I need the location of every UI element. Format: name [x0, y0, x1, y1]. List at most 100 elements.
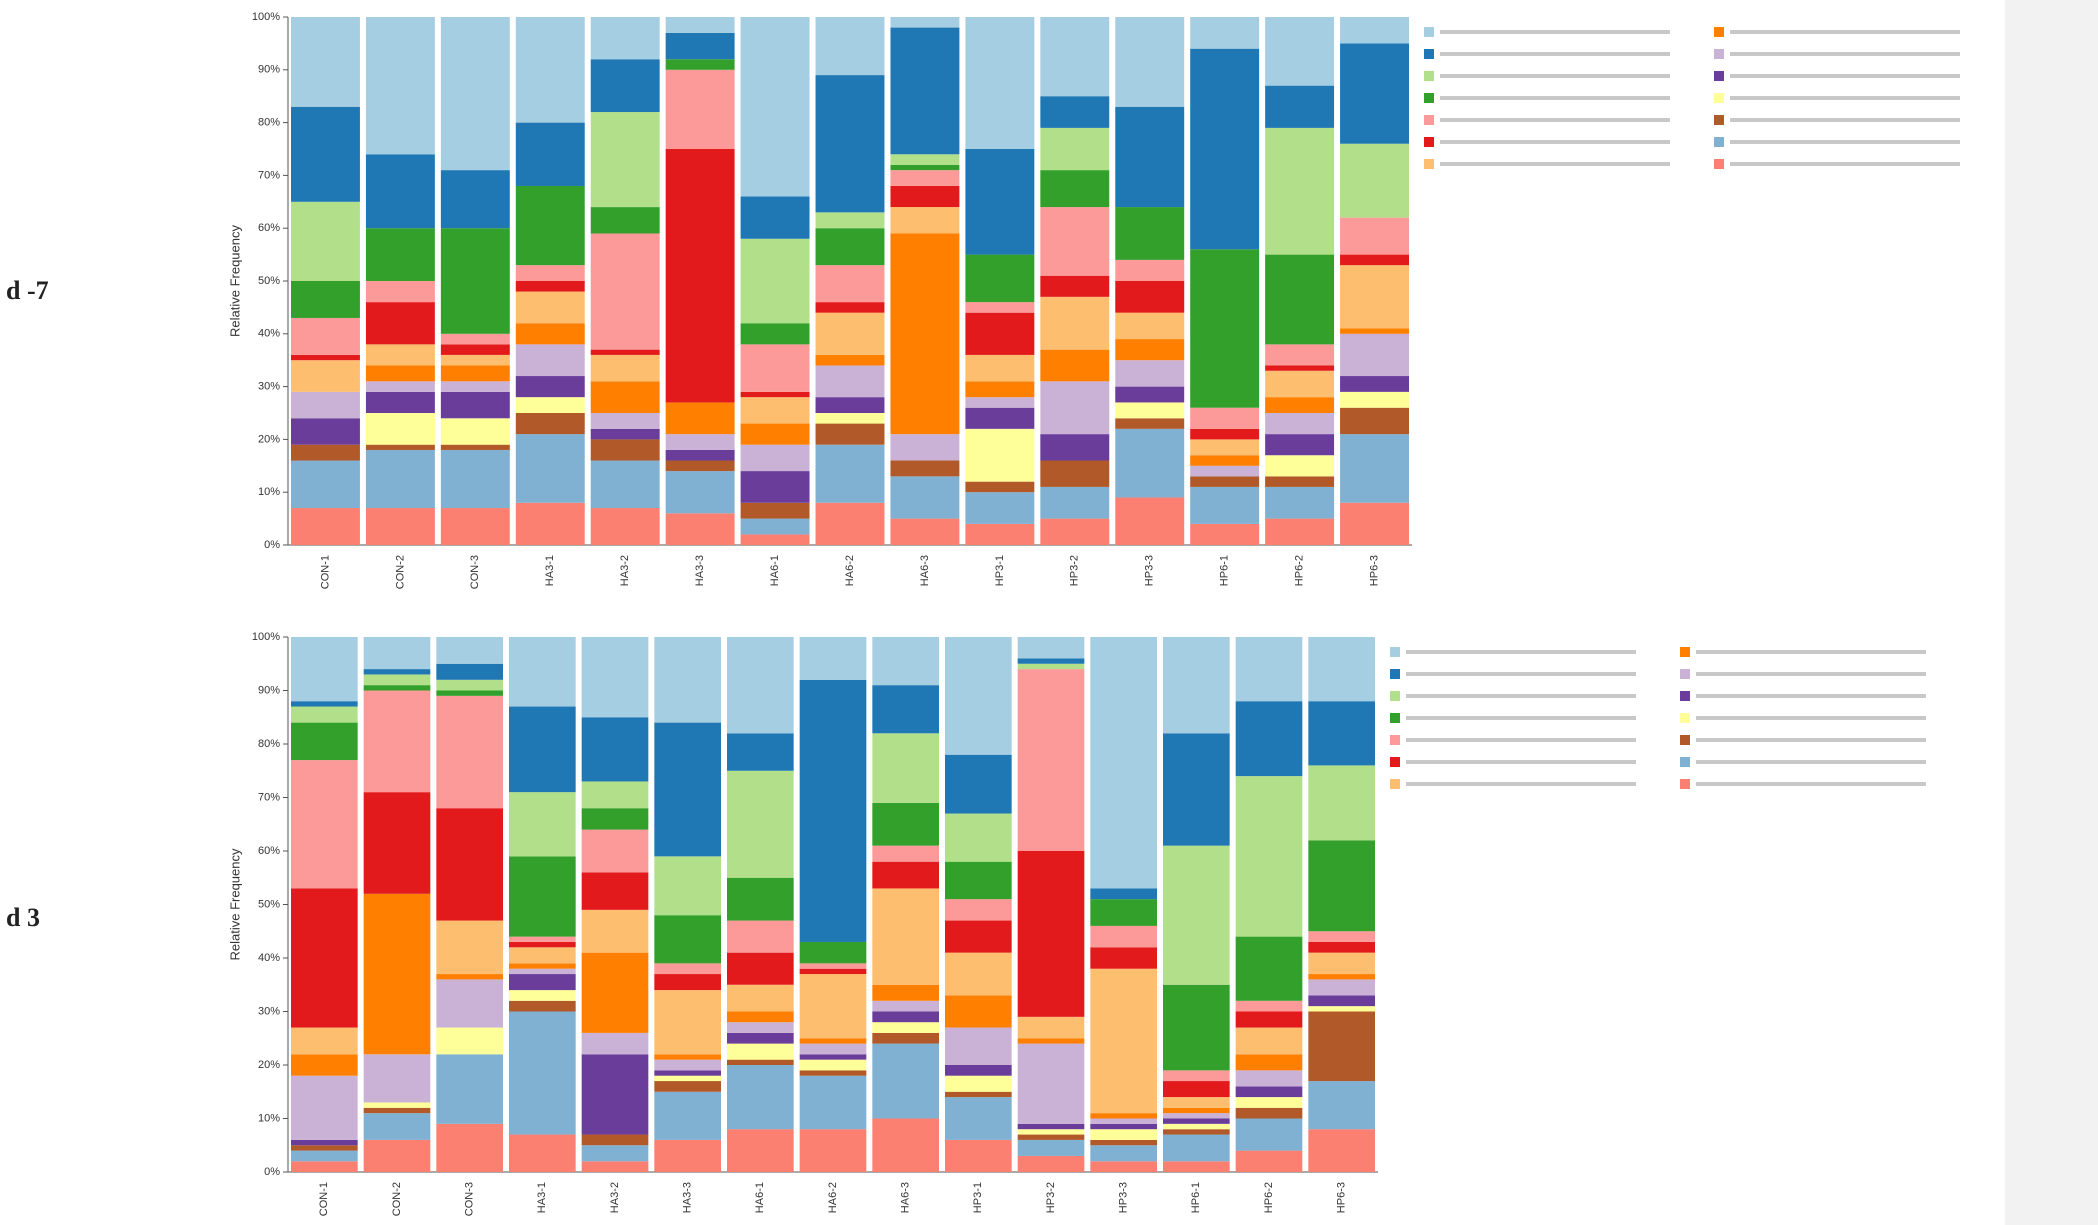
bar-segment [945, 754, 1012, 814]
bar-segment [740, 323, 810, 345]
bar-segment [799, 974, 867, 1039]
bar-segment [965, 523, 1035, 545]
bar-segment [440, 444, 510, 450]
bar-segment [1308, 952, 1375, 975]
bar-segment [509, 941, 576, 948]
bar-segment [872, 1000, 939, 1012]
bar-segment [890, 518, 960, 545]
legend-text-placeholder [1406, 760, 1636, 764]
bar-segment [815, 354, 885, 366]
legend-text-placeholder [1406, 694, 1636, 698]
y-tick-label: 30% [258, 381, 280, 393]
bar-segment [291, 360, 360, 392]
bar-segment [872, 733, 939, 803]
y-tick-label: 30% [258, 1005, 280, 1017]
bar-segment [1163, 1113, 1230, 1119]
bar-segment [945, 1075, 1012, 1092]
bar-segment [654, 990, 721, 1055]
legend-swatch [1424, 93, 1434, 103]
legend-text-placeholder [1730, 96, 1960, 100]
legend-swatch [1424, 71, 1434, 81]
panel-label: d -7 [6, 276, 49, 305]
bar-segment [1090, 947, 1157, 969]
y-tick-label: 60% [258, 845, 280, 857]
bar-segment [440, 170, 510, 229]
bar-segment [436, 974, 503, 980]
legend-swatch [1390, 691, 1400, 701]
bar-segment [1163, 1081, 1230, 1098]
x-tick-label: HP3-3 [1144, 555, 1156, 586]
bar-segment [654, 1081, 721, 1092]
bar-segment [890, 460, 960, 477]
bar-segment [799, 1043, 867, 1055]
legend-text-placeholder [1696, 738, 1926, 742]
bar-segment [665, 460, 735, 472]
bar-segment [363, 1139, 431, 1172]
legend-swatch [1714, 49, 1724, 59]
bar-segment [365, 391, 435, 413]
bar-segment [1163, 984, 1230, 1071]
bar-segment [1115, 259, 1185, 281]
bar-segment [872, 984, 939, 1001]
bar-segment [515, 291, 585, 324]
x-tick-label: HP3-1 [994, 555, 1006, 586]
legend-text-placeholder [1406, 650, 1636, 654]
bar-segment [665, 471, 735, 514]
bar-segment [436, 663, 503, 680]
bar-segment [1265, 434, 1335, 456]
bar-segment [965, 254, 1035, 303]
bar-segment [365, 444, 435, 450]
legend-swatch [1680, 713, 1690, 723]
bar-segment [590, 17, 660, 60]
bar-segment [665, 434, 735, 450]
bar-segment [665, 513, 735, 545]
bar-segment [665, 69, 735, 149]
bar-segment [1340, 143, 1409, 218]
bar-segment [890, 476, 960, 519]
legend-swatch [1424, 137, 1434, 147]
x-tick-label: HA3-2 [619, 555, 631, 586]
legend-text-placeholder [1696, 694, 1926, 698]
bar-segment [1308, 1006, 1375, 1012]
bar-segment [291, 354, 360, 361]
y-axis-label: Relative Frequency [227, 848, 242, 960]
bar-segment [1040, 127, 1110, 171]
bar-segment [1115, 339, 1185, 361]
bar-segment [654, 1075, 721, 1082]
bar-segment [291, 281, 360, 318]
bar-segment [965, 149, 1035, 255]
bar-segment [291, 106, 360, 202]
bar-segment [1017, 1016, 1085, 1039]
bar-segment [740, 471, 810, 503]
x-tick-label: HA6-2 [827, 1182, 839, 1213]
bar-segment [965, 381, 1035, 398]
bar-segment [1040, 486, 1110, 519]
bar-segment [815, 75, 885, 213]
bar-segment [1235, 1150, 1303, 1172]
bar-segment [1190, 486, 1260, 524]
legend-text-placeholder [1730, 30, 1960, 34]
bar-segment [1115, 402, 1185, 419]
legend-swatch [1424, 115, 1434, 125]
bar-segment [1265, 397, 1335, 413]
bar-segment [1040, 17, 1110, 97]
bar-segment [581, 952, 649, 1033]
bar-segment [799, 1038, 867, 1044]
bar-segment [1308, 974, 1375, 980]
bar-segment [363, 1102, 431, 1108]
x-tick-label: HA3-1 [536, 1182, 548, 1213]
bar-segment [945, 1027, 1012, 1065]
bar-segment [654, 963, 721, 975]
bar-segment [1190, 465, 1260, 477]
bar-segment [1115, 106, 1185, 208]
bar-segment [727, 770, 794, 878]
bar-segment [890, 185, 960, 208]
bar-segment [727, 1011, 794, 1023]
legend-swatch [1424, 27, 1434, 37]
panel-label: d 3 [6, 903, 40, 932]
bar-segment [291, 17, 360, 107]
bar-segment [1115, 207, 1185, 260]
legend-text-placeholder [1730, 162, 1960, 166]
bar-segment [654, 915, 721, 964]
